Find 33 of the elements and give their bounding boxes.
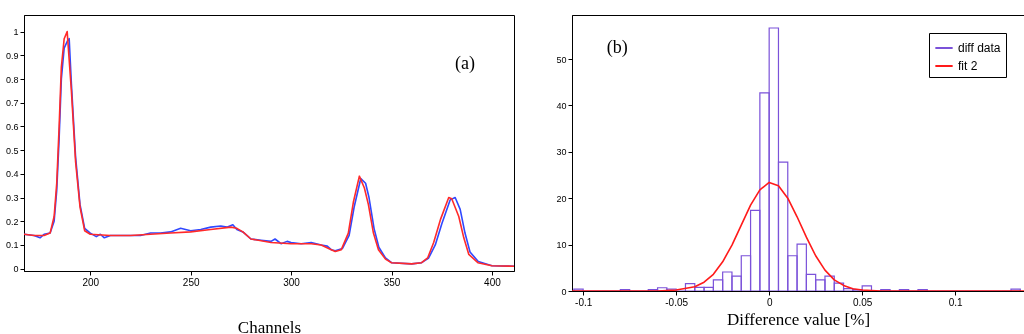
x-axis-title: Channels: [237, 317, 302, 334]
x-tick-label: 400: [484, 276, 502, 288]
y-tick-label: 0.9: [5, 50, 19, 61]
y-tick-label: 0: [13, 264, 19, 275]
x-tick-label: 0.1: [948, 296, 964, 308]
x-tick-label: -0.1: [575, 296, 593, 308]
y-tick-label: 0: [561, 286, 567, 297]
x-tick-label: -0.05: [665, 296, 689, 308]
y-tick-label: 10: [556, 240, 567, 251]
legend-label: diff data: [958, 41, 1001, 55]
x-tick-label: 350: [383, 276, 401, 288]
y-tick-label: 0.8: [5, 74, 19, 85]
y-tick-label: 50: [556, 54, 567, 65]
y-tick-label: 0.5: [5, 145, 19, 156]
x-tick-label: 200: [82, 276, 100, 288]
y-tick-label: 30: [556, 147, 567, 158]
y-tick-label: 40: [556, 100, 567, 111]
y-tick-label: 0.3: [5, 193, 19, 204]
x-tick-label: 0: [766, 296, 773, 308]
x-tick-label: 300: [283, 276, 301, 288]
y-tick-label: 0.2: [5, 216, 19, 227]
y-tick-label: 0.4: [5, 169, 19, 180]
x-tick-label: 250: [182, 276, 200, 288]
y-tick-label: 0.7: [5, 98, 19, 109]
y-tick-label: 0.6: [5, 121, 19, 132]
legend-label: fit 2: [958, 59, 978, 73]
y-tick-label: 1: [13, 27, 19, 38]
x-axis-title: Difference value [%]: [726, 309, 871, 329]
y-tick-label: 0.1: [5, 240, 19, 251]
y-tick-label: 20: [556, 193, 567, 204]
annotation: (a): [455, 52, 475, 74]
x-tick-label: 0.05: [852, 296, 873, 308]
annotation: (b): [606, 37, 628, 59]
